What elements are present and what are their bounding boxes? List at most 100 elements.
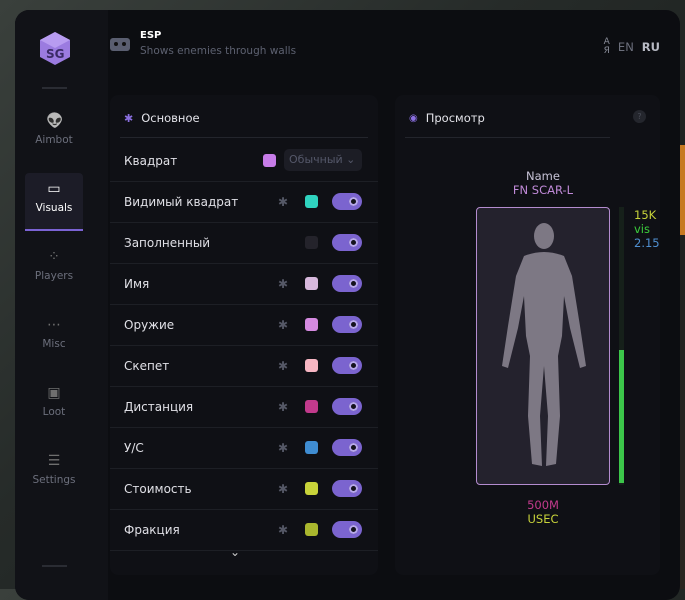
color-swatch[interactable] — [305, 482, 318, 495]
page-subtitle: Shows enemies through walls — [140, 45, 297, 57]
lang-en-button[interactable]: EN — [617, 40, 634, 54]
gear-icon[interactable]: ✱ — [278, 277, 289, 291]
background-window-edge — [677, 145, 685, 235]
preview-distance: 500M — [527, 498, 559, 512]
setting-label: Видимый квадрат — [124, 195, 239, 209]
toggle-switch[interactable] — [332, 275, 362, 292]
setting-label: Дистанция — [124, 400, 194, 414]
setting-label: Заполненный — [124, 236, 211, 250]
svg-text:SG: SG — [46, 47, 65, 61]
setting-row: Скепет ✱ — [110, 346, 378, 387]
divider — [42, 87, 67, 89]
sidebar-item-visuals[interactable]: ▭ Visuals — [25, 173, 83, 231]
panel-title: Основное — [141, 111, 200, 125]
health-bar-fill — [619, 349, 624, 483]
logo-icon: SG — [40, 32, 70, 65]
toggle-switch[interactable] — [332, 234, 362, 251]
setting-row-box: Квадрат Обычный ⌄ — [110, 141, 378, 182]
setting-label: Имя — [124, 277, 150, 291]
list-icon: ☰ — [47, 453, 61, 469]
sidebar-item-label: Settings — [32, 474, 76, 486]
setting-label: Квадрат — [124, 154, 178, 168]
sidebar-item-label: Misc — [42, 338, 66, 350]
main-settings-panel: ✱ Основное Квадрат Обычный ⌄ Видимый квад… — [110, 95, 378, 575]
setting-label: Скепет — [124, 359, 170, 373]
setting-row: Видимый квадрат ✱ — [110, 182, 378, 223]
eye-icon: ◉ — [409, 112, 418, 124]
box-mode-select[interactable]: Обычный ⌄ — [284, 149, 362, 171]
scroll-down-chevron-icon[interactable]: ⌄ — [230, 545, 241, 559]
toggle-switch[interactable] — [332, 193, 362, 210]
gear-icon[interactable]: ✱ — [278, 318, 289, 332]
sidebar-item-label: Aimbot — [35, 134, 73, 146]
sidebar-item-aimbot[interactable]: 👽 Aimbot — [25, 105, 83, 163]
color-swatch[interactable] — [305, 195, 318, 208]
gear-icon: ✱ — [124, 111, 134, 125]
gear-icon[interactable]: ✱ — [278, 441, 289, 455]
setting-label: Стоимость — [124, 482, 192, 496]
esp-window: SG 👽 Aimbot ▭ Visuals ⁘ Players ⋯ Misc ▣ Loot ☰ Set… — [15, 10, 680, 600]
sidebar-item-label: Visuals — [35, 202, 73, 214]
sidebar-item-label: Loot — [42, 406, 66, 418]
health-bar — [619, 207, 624, 485]
toggle-switch[interactable] — [332, 521, 362, 538]
vr-headset-icon — [110, 38, 130, 51]
toggle-switch[interactable] — [332, 439, 362, 456]
preview-visible: vis — [634, 222, 650, 236]
divider — [405, 137, 610, 138]
sidebar-item-label: Players — [34, 270, 74, 282]
panel-title: Просмотр — [425, 111, 485, 125]
preview-faction: USEC — [527, 512, 559, 526]
player-model-icon — [502, 223, 586, 466]
color-swatch[interactable] — [305, 359, 318, 372]
color-swatch[interactable] — [305, 441, 318, 454]
gear-icon[interactable]: ✱ — [278, 359, 289, 373]
color-swatch[interactable] — [305, 400, 318, 413]
setting-row: Оружие ✱ — [110, 305, 378, 346]
gear-icon[interactable]: ✱ — [278, 195, 289, 209]
gear-icon[interactable]: ✱ — [278, 400, 289, 414]
setting-row: Дистанция ✱ — [110, 387, 378, 428]
select-value: Обычный — [289, 153, 343, 166]
sidebar: SG 👽 Aimbot ▭ Visuals ⁘ Players ⋯ Misc ▣ Loot ☰ Set… — [15, 10, 108, 600]
setting-label: Оружие — [124, 318, 175, 332]
setting-row: У/С ✱ — [110, 428, 378, 469]
page-title: ESP — [140, 30, 162, 41]
chevron-down-icon: ⌄ — [346, 153, 356, 166]
vr-headset-icon: ▭ — [47, 181, 61, 197]
color-swatch[interactable] — [305, 523, 318, 536]
alien-icon: 👽 — [46, 113, 64, 129]
gear-icon[interactable]: ✱ — [278, 482, 289, 496]
setting-label: Фракция — [124, 523, 180, 537]
help-icon[interactable]: ? — [633, 110, 646, 123]
sidebar-item-misc[interactable]: ⋯ Misc — [25, 309, 83, 367]
sidebar-item-loot[interactable]: ▣ Loot — [25, 377, 83, 435]
briefcase-icon: ▣ — [47, 385, 61, 401]
preview-weapon: FN SCAR-L — [512, 183, 574, 197]
toggle-switch[interactable] — [332, 398, 362, 415]
color-swatch[interactable] — [263, 154, 276, 167]
toggle-switch[interactable] — [332, 480, 362, 497]
preview-kd: 2.15 — [634, 236, 660, 250]
setting-row: Стоимость ✱ — [110, 469, 378, 510]
setting-label: У/С — [124, 441, 144, 455]
toggle-switch[interactable] — [332, 357, 362, 374]
sidebar-item-settings[interactable]: ☰ Settings — [25, 445, 83, 503]
color-swatch[interactable] — [305, 277, 318, 290]
preview-value: 15K — [634, 208, 657, 222]
sidebar-item-players[interactable]: ⁘ Players — [25, 241, 83, 299]
gear-icon[interactable]: ✱ — [278, 523, 289, 537]
lang-ru-button[interactable]: RU — [641, 40, 660, 54]
divider — [120, 137, 368, 138]
preview-name: Name — [526, 169, 560, 183]
setting-row: Имя ✱ — [110, 264, 378, 305]
preview-box — [476, 207, 610, 485]
color-swatch[interactable] — [305, 318, 318, 331]
divider — [42, 565, 67, 567]
toggle-switch[interactable] — [332, 316, 362, 333]
setting-row: Заполненный — [110, 223, 378, 264]
color-swatch[interactable] — [305, 236, 318, 249]
preview-panel: ◉ Просмотр ? Name FN SCAR-L 15K vis 2.15 … — [395, 95, 660, 575]
